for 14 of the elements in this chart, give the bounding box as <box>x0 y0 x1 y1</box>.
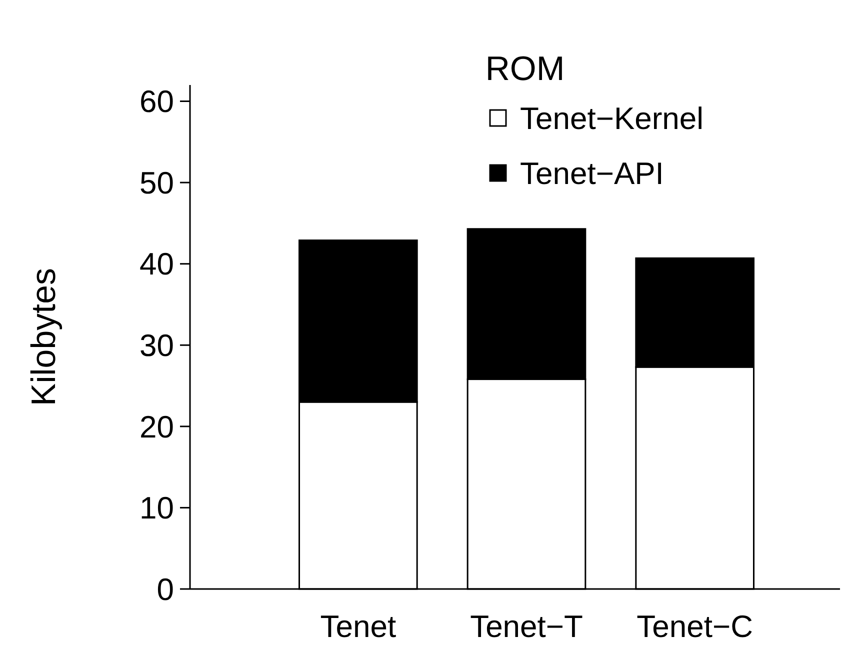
y-tick-label: 0 <box>156 572 174 607</box>
y-tick-label: 30 <box>140 328 174 363</box>
x-tick-label: Tenet−C <box>636 609 753 644</box>
y-axis-title: Kilobytes <box>25 268 63 406</box>
legend-label: Tenet−API <box>520 156 664 191</box>
y-tick-label: 50 <box>140 165 174 200</box>
x-tick-label: Tenet <box>320 609 396 644</box>
y-tick-label: 10 <box>140 490 174 526</box>
x-tick-label: Tenet−T <box>470 609 583 644</box>
y-tick-label: 60 <box>140 84 174 120</box>
legend-label: Tenet−Kernel <box>520 100 704 136</box>
y-tick-label: 40 <box>140 246 174 282</box>
chart-title: ROM <box>485 50 565 88</box>
y-tick-label: 20 <box>140 409 174 444</box>
